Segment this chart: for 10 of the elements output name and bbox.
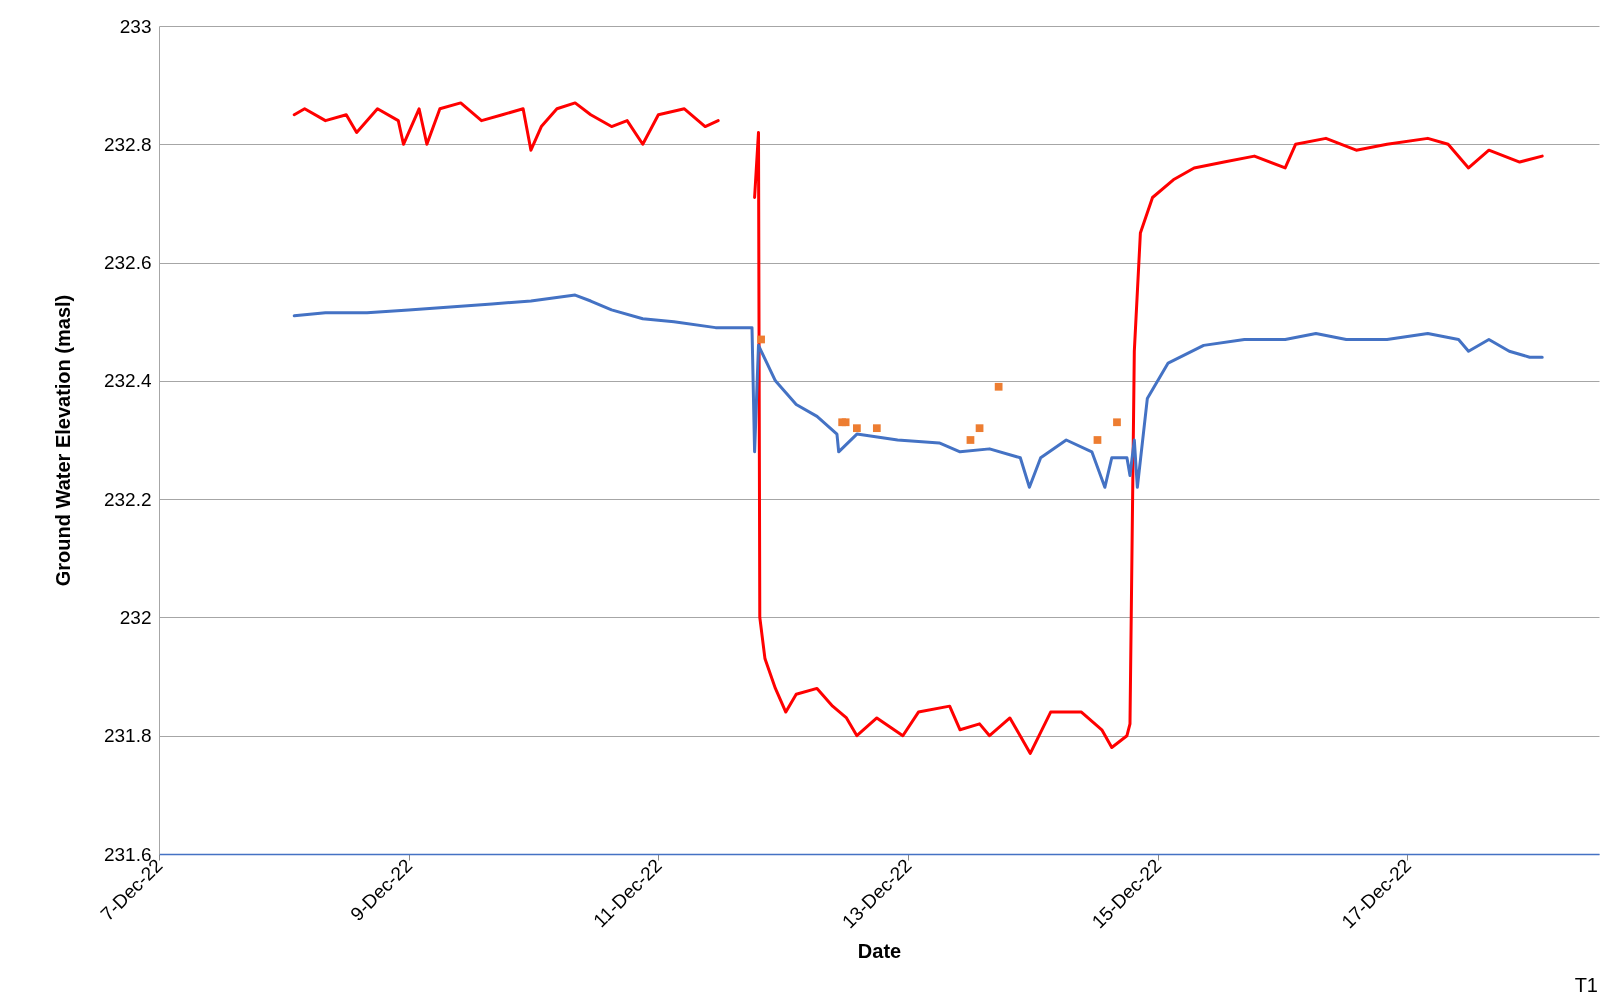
y-axis-title: Ground Water Elevation (masl): [51, 294, 74, 587]
y-tick-label: 233: [119, 15, 152, 37]
y-tick-label: 232.8: [103, 133, 152, 155]
x-axis-title: Date: [857, 940, 902, 963]
y-tick-label: 231.8: [103, 725, 152, 747]
y-tick-label: 232.4: [103, 370, 152, 392]
text: T1: [1574, 974, 1598, 997]
y-tick-label: 232.6: [103, 252, 152, 274]
y-tick-label: 232: [119, 606, 152, 628]
y-tick-label: 232.2: [103, 488, 152, 510]
